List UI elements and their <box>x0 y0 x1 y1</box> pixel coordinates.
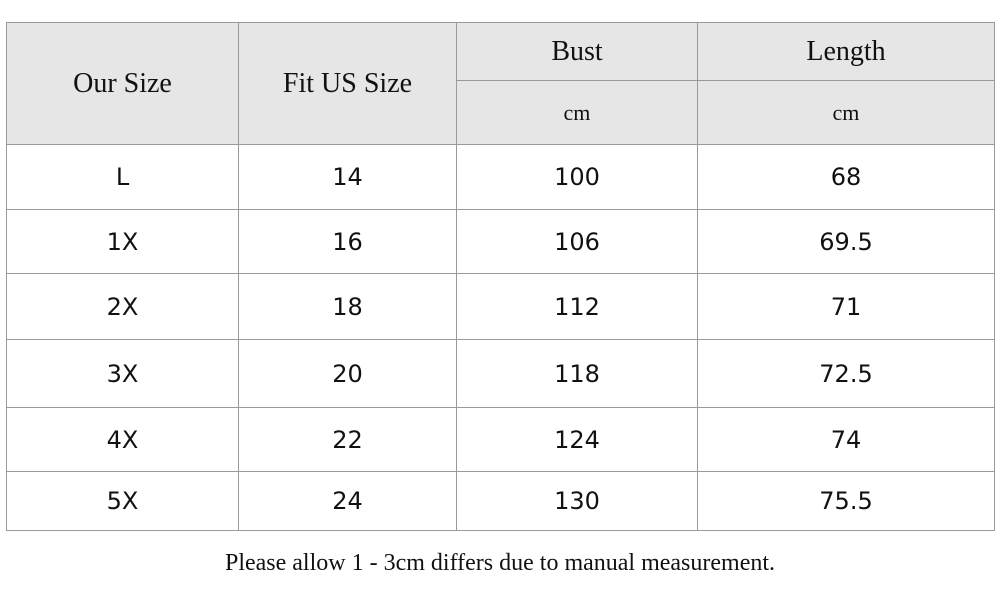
unit-cell: cm <box>697 80 995 145</box>
table-cell: 124 <box>456 407 698 472</box>
table-cell: 68 <box>697 144 995 210</box>
table-cell: 106 <box>456 209 698 274</box>
table-cell: 130 <box>456 471 698 531</box>
footnote: Please allow 1 - 3cm differs due to manu… <box>224 550 776 576</box>
table-cell: 69.5 <box>697 209 995 274</box>
table-cell: 72.5 <box>697 339 995 408</box>
table-cell: 112 <box>456 273 698 340</box>
header-cell: Fit US Size <box>238 22 457 145</box>
table-cell: 118 <box>456 339 698 408</box>
header-cell: Length <box>697 22 995 81</box>
table-cell: 71 <box>697 273 995 340</box>
table-cell: 74 <box>697 407 995 472</box>
table-cell: 75.5 <box>697 471 995 531</box>
header-cell: Bust <box>456 22 698 81</box>
table-cell: 14 <box>238 144 457 210</box>
table-cell: 1X <box>6 209 239 274</box>
header-cell: Our Size <box>6 22 239 145</box>
table-cell: 20 <box>238 339 457 408</box>
table-cell: 18 <box>238 273 457 340</box>
table-cell: 24 <box>238 471 457 531</box>
table-cell: 22 <box>238 407 457 472</box>
table-cell: 16 <box>238 209 457 274</box>
table-cell: 4X <box>6 407 239 472</box>
table-cell: 2X <box>6 273 239 340</box>
table-cell: 5X <box>6 471 239 531</box>
unit-cell: cm <box>456 80 698 145</box>
table-cell: 3X <box>6 339 239 408</box>
table-cell: 100 <box>456 144 698 210</box>
table-cell: L <box>6 144 239 210</box>
